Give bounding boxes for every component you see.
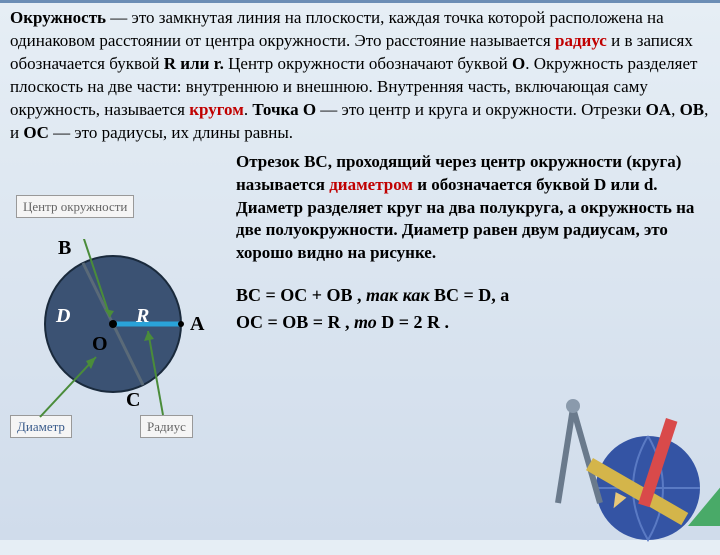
term-radius: радиус: [555, 31, 607, 50]
label-A: A: [190, 311, 204, 338]
label-D: D: [56, 303, 70, 330]
compass-leg-1: [558, 408, 573, 503]
term-disk: кругом: [189, 100, 244, 119]
text-column: Отрезок BC, проходящий через центр окруж…: [228, 151, 710, 336]
formula-line-2: OC = OB = R , то D = 2 R .: [236, 310, 710, 334]
compass-hinge: [566, 399, 580, 413]
term-diameter: диаметром: [329, 175, 413, 194]
label-R: R: [136, 303, 149, 330]
content: Окружность — это замкнутая линия на плос…: [0, 3, 720, 336]
center-dot: [109, 320, 117, 328]
point-a-dot: [178, 321, 184, 327]
middle-row: Центр окружности Диаметр Радиус: [10, 151, 710, 336]
definition-paragraph: Окружность — это замкнутая линия на плос…: [10, 7, 710, 145]
circle-diagram: B A C O D R: [28, 239, 228, 426]
compass-leg-2: [573, 408, 600, 503]
formula-line-1: BC = OC + OB , так как BC = D, a: [236, 283, 710, 307]
tools-svg: [538, 388, 720, 548]
diagram-column: Центр окружности Диаметр Радиус: [10, 151, 228, 336]
tools-illustration: [538, 388, 720, 548]
label-center: Центр окружности: [16, 195, 134, 219]
term-circle: Окружность: [10, 8, 106, 27]
label-O: O: [92, 331, 108, 358]
label-C: C: [126, 387, 140, 414]
diameter-paragraph: Отрезок BC, проходящий через центр окруж…: [236, 151, 710, 266]
label-B: B: [58, 235, 71, 262]
